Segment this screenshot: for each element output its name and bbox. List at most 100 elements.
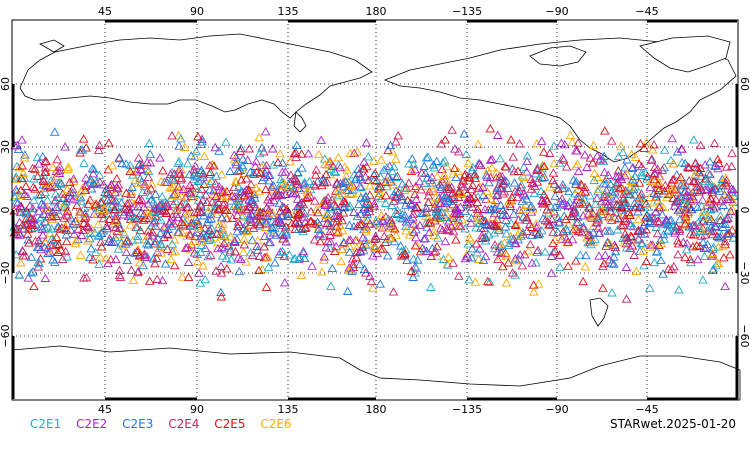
observation-marker (254, 148, 265, 158)
observation-marker (205, 250, 216, 259)
observation-marker (374, 188, 385, 198)
observation-marker (356, 182, 367, 191)
observation-marker (427, 243, 438, 253)
observation-marker (675, 214, 685, 224)
arctic-islands-coast (529, 45, 587, 67)
observation-marker (80, 185, 91, 195)
observation-marker (79, 218, 89, 227)
observation-marker (541, 193, 552, 203)
observation-marker (499, 238, 510, 247)
observation-marker (147, 231, 158, 240)
observation-marker (158, 165, 168, 175)
observation-marker (722, 162, 732, 171)
observation-marker (714, 232, 724, 242)
observation-marker (695, 226, 705, 236)
observation-marker (208, 185, 219, 195)
observation-marker (291, 152, 301, 161)
observation-marker (229, 154, 240, 164)
observation-marker (238, 210, 248, 220)
observation-marker (548, 238, 558, 247)
observation-marker (571, 145, 581, 155)
observation-marker (490, 243, 500, 253)
observation-marker (27, 163, 38, 172)
observation-marker (218, 187, 228, 197)
observation-marker (518, 189, 529, 198)
observation-marker (598, 201, 608, 210)
observation-marker (339, 181, 349, 191)
observation-marker (95, 177, 105, 186)
observation-marker (216, 292, 227, 301)
observation-marker (133, 231, 143, 240)
observation-marker (721, 214, 731, 224)
observation-marker (265, 230, 275, 239)
observation-marker (589, 175, 599, 184)
observation-marker (688, 230, 699, 239)
observation-marker (185, 187, 195, 197)
observation-marker (540, 247, 551, 256)
observation-marker (302, 187, 312, 197)
observation-marker (202, 217, 213, 227)
observation-marker (174, 141, 184, 150)
observation-marker (409, 227, 419, 236)
observation-marker (538, 213, 548, 223)
observation-marker (17, 135, 27, 144)
observation-marker (32, 152, 43, 162)
observation-marker (590, 234, 600, 243)
observation-marker (629, 250, 639, 259)
observation-marker (472, 213, 483, 222)
observation-marker (251, 183, 261, 192)
observation-marker (339, 202, 349, 212)
observation-marker (36, 212, 47, 221)
observation-marker (212, 229, 222, 238)
observation-marker (234, 219, 245, 229)
observation-marker (250, 161, 261, 170)
observation-marker (161, 177, 172, 186)
observation-marker (669, 261, 679, 271)
observation-marker (62, 184, 73, 194)
observation-marker (391, 172, 401, 181)
observation-marker (533, 245, 543, 255)
observation-marker (430, 215, 440, 225)
observation-marker (442, 259, 453, 268)
observation-marker (616, 141, 626, 151)
observation-marker (369, 234, 380, 243)
observation-marker (292, 140, 302, 149)
observation-marker (410, 220, 421, 229)
observation-marker (503, 258, 513, 267)
observation-marker (516, 182, 526, 192)
observation-marker (693, 254, 703, 264)
observation-marker (644, 218, 655, 228)
observation-marker (421, 207, 432, 216)
observation-marker (135, 164, 146, 173)
observation-marker (633, 234, 644, 243)
observation-marker (75, 209, 86, 219)
observation-marker (241, 173, 252, 183)
observation-marker (689, 176, 700, 186)
observation-marker (88, 168, 99, 178)
observation-marker (358, 233, 368, 242)
observation-marker (573, 184, 583, 193)
observation-marker (571, 256, 581, 265)
observation-marker (176, 175, 186, 184)
observation-marker (38, 200, 49, 210)
observation-marker (189, 174, 199, 183)
observation-marker (534, 173, 544, 183)
observation-marker (145, 158, 156, 167)
observation-marker (414, 176, 425, 186)
observation-marker (687, 195, 697, 204)
observation-marker (382, 250, 393, 260)
observation-marker (663, 225, 674, 234)
observation-marker (377, 223, 388, 232)
observation-marker (548, 209, 558, 219)
observation-marker (348, 259, 358, 269)
observation-marker (32, 171, 43, 180)
observation-marker (480, 204, 490, 213)
observation-marker (355, 219, 365, 229)
observation-marker (239, 234, 249, 243)
observation-marker (515, 250, 525, 259)
observation-marker (230, 191, 240, 201)
observation-marker (362, 209, 372, 218)
observation-marker (379, 231, 390, 240)
observation-marker (17, 161, 27, 170)
observation-marker (578, 210, 588, 220)
